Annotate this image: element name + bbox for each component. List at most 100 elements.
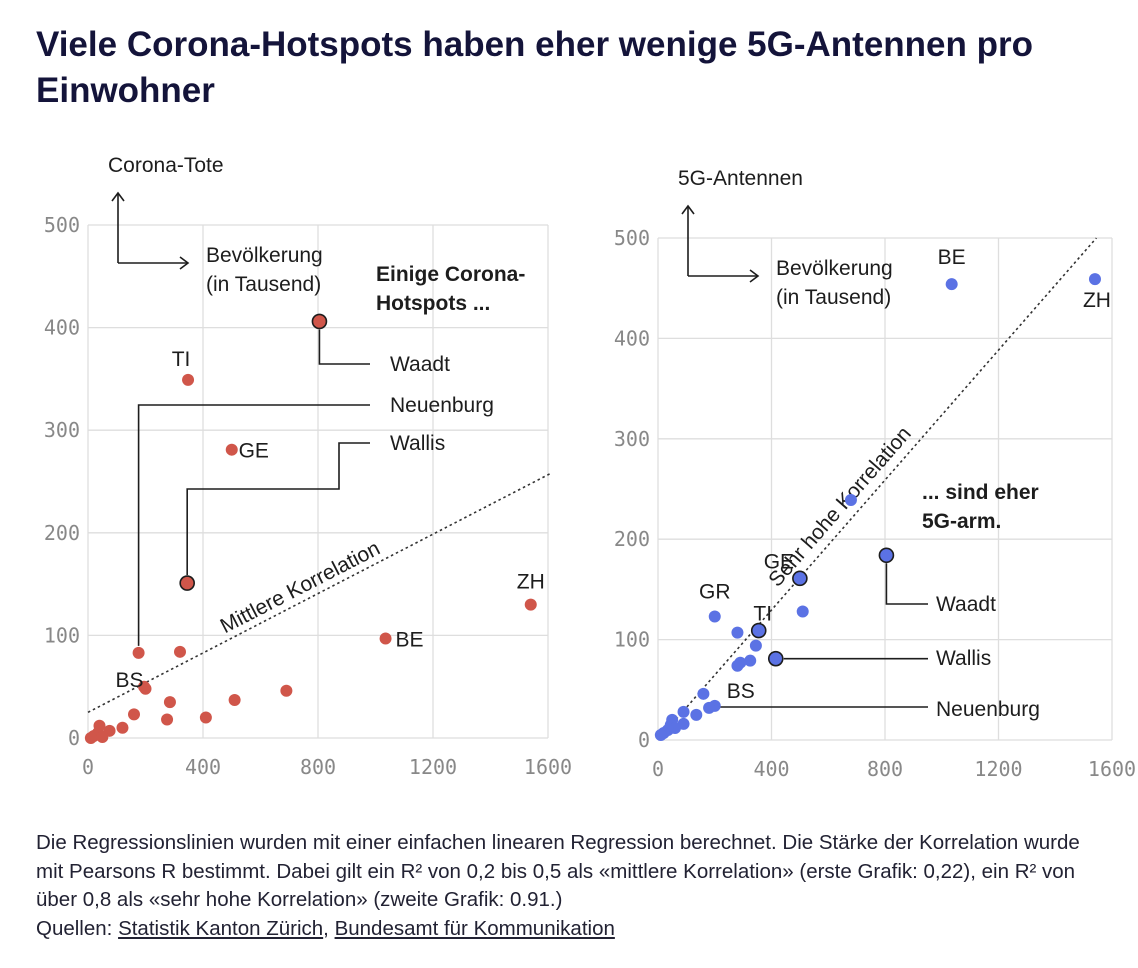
chart2-point-be <box>945 278 958 291</box>
chart1-x-axis-label-line2: (in Tausend) <box>206 273 321 296</box>
chart2-point-gr <box>708 610 721 623</box>
chart1-point <box>84 732 97 744</box>
chart1-point-waadt <box>311 313 328 330</box>
chart1-x-axis-label-line1: Bevölkerung <box>206 244 323 267</box>
chart1-point <box>163 696 176 709</box>
footer-text: Die Regressionslinien wurden mit einer e… <box>36 831 1080 911</box>
chart2-y-tick-label: 100 <box>614 628 650 652</box>
chart-title: Viele Corona-Hotspots haben eher wenige … <box>36 25 1033 110</box>
chart1-note-line-2: Hotspots ... <box>376 292 490 315</box>
sources-label: Quellen: <box>36 916 113 940</box>
chart1-point-wallis <box>179 575 195 591</box>
chart1-x-tick-label: 800 <box>300 755 336 779</box>
chart1-point-be <box>379 632 392 645</box>
chart1-y-axis-label: Corona-Tote <box>108 154 224 177</box>
chart2-x-tick-label: 1200 <box>974 757 1022 781</box>
source-link-bakom[interactable]: Bundesamt für Kommunikation <box>334 916 615 940</box>
chart1-x-arrow-head <box>179 256 190 270</box>
charts-canvas: 0 100 200 300 400 500 0 400 800 1200 1600 Corona-To… <box>44 154 1136 781</box>
chart1-point <box>128 708 140 721</box>
chart2-x-tick-label: 1600 <box>1088 757 1136 781</box>
chart2-point <box>731 626 744 639</box>
chart2-point-label-gr: GR <box>699 581 731 604</box>
chart2-callout-label-wallis: Wallis <box>936 647 991 670</box>
chart2-point-label-be: BE <box>938 246 966 269</box>
chart2-point <box>677 705 690 718</box>
chart2-y-tick-label: 400 <box>614 326 650 350</box>
chart2-point <box>796 605 809 618</box>
chart2-point-label-ti: TI <box>753 603 772 626</box>
chart2-x-tick-label: 400 <box>753 757 789 781</box>
chart1-note-line-1: Einige Corona- <box>376 263 525 286</box>
chart1-y-tick-label: 400 <box>44 316 80 340</box>
chart2-y-arrow-head <box>681 204 695 215</box>
chart1-point <box>138 680 151 693</box>
chart1-regression-label: Mittlere Korrelation <box>217 537 384 638</box>
chart1-point <box>228 694 241 707</box>
chart2-leader-waadt <box>885 563 928 605</box>
chart1-point-label-bs: BS <box>115 669 143 692</box>
chart1-leader-waadt <box>318 329 370 365</box>
chart1-y-tick-label: 300 <box>44 418 80 442</box>
chart1-point-ge <box>225 443 238 456</box>
chart2-y-tick-label: 500 <box>614 226 650 250</box>
chart2-point <box>744 654 757 667</box>
chart1-y-tick-label: 500 <box>44 213 80 237</box>
chart1-point-label-ti: TI <box>172 348 191 371</box>
chart2-point-label-ge: GE <box>764 550 794 573</box>
source-link-statistik-zuerich[interactable]: Statistik Kanton Zürich <box>118 916 324 940</box>
chart2-x-tick-label: 0 <box>652 757 664 781</box>
chart2-y-tick-label: 200 <box>614 527 650 551</box>
chart1-y-tick-label: 200 <box>44 521 80 545</box>
chart1-callout-label-wallis: Wallis <box>390 432 445 455</box>
chart1-x-tick-label: 1200 <box>409 755 457 779</box>
chart2-note-line-2: 5G-arm. <box>922 510 1001 533</box>
chart1-point-label-zh: ZH <box>517 571 545 594</box>
chart1-y-arrow-head <box>111 191 125 202</box>
chart2-callout-label-neuenburg: Neuenburg <box>936 698 1040 721</box>
chart1-y-tick-label: 0 <box>68 726 80 750</box>
chart2-point <box>844 494 857 507</box>
chart2-point-wallis <box>767 650 784 667</box>
chart2-point-ti <box>750 622 767 639</box>
chart2-x-tick-label: 800 <box>867 757 903 781</box>
chart2-point <box>654 728 667 741</box>
chart2-point <box>749 639 762 652</box>
chart2-x-arrow-head <box>749 269 760 283</box>
chart1-point-zh <box>524 598 537 611</box>
chart1-point <box>280 684 293 697</box>
chart1-point <box>174 645 186 658</box>
chart2-point-waadt <box>878 547 895 564</box>
chart1-leader-wallis <box>186 442 370 576</box>
chart2-note-line-1: ... sind eher <box>922 481 1039 504</box>
chart2-point-ge <box>792 570 808 587</box>
footer-note: Die Regressionslinien wurden mit einer e… <box>36 829 1106 943</box>
chart1-x-tick-label: 1600 <box>524 755 572 779</box>
chart1-point-neuenburg <box>132 646 145 659</box>
source-separator: , <box>323 916 329 940</box>
chart2-point-label-zh: ZH <box>1083 289 1111 312</box>
chart2-y-tick-label: 300 <box>614 427 650 451</box>
chart2-callout-label-waadt: Waadt <box>936 593 996 616</box>
chart1-callout-label-neuenburg: Neuenburg <box>390 394 494 417</box>
chart1-leader-neuenburg <box>137 404 370 646</box>
chart1-callout-label-waadt: Waadt <box>390 353 450 376</box>
chart2-regression-line <box>657 237 1097 741</box>
chart1-point-label-ge: GE <box>239 440 269 463</box>
chart2-point-zh <box>1088 273 1101 286</box>
chart1-x-tick-label: 400 <box>185 755 221 779</box>
chart2-point-label-bs: BS <box>727 680 755 703</box>
chart2-point <box>690 708 703 721</box>
chart1-point <box>199 711 212 724</box>
chart1-point-label-be: BE <box>396 628 424 651</box>
chart2-y-axis-label: 5G-Antennen <box>678 167 803 190</box>
chart1-point <box>161 713 174 726</box>
chart2-x-axis-label-line2: (in Tausend) <box>776 286 891 309</box>
chart1-point-ti <box>182 373 195 386</box>
chart2-y-tick-label: 0 <box>638 728 650 752</box>
chart2-point <box>731 659 744 672</box>
chart1-x-tick-label: 0 <box>82 755 94 779</box>
chart1-point <box>116 721 129 734</box>
chart2-point-neuenburg <box>703 701 716 714</box>
chart1-y-tick-label: 100 <box>44 623 80 647</box>
